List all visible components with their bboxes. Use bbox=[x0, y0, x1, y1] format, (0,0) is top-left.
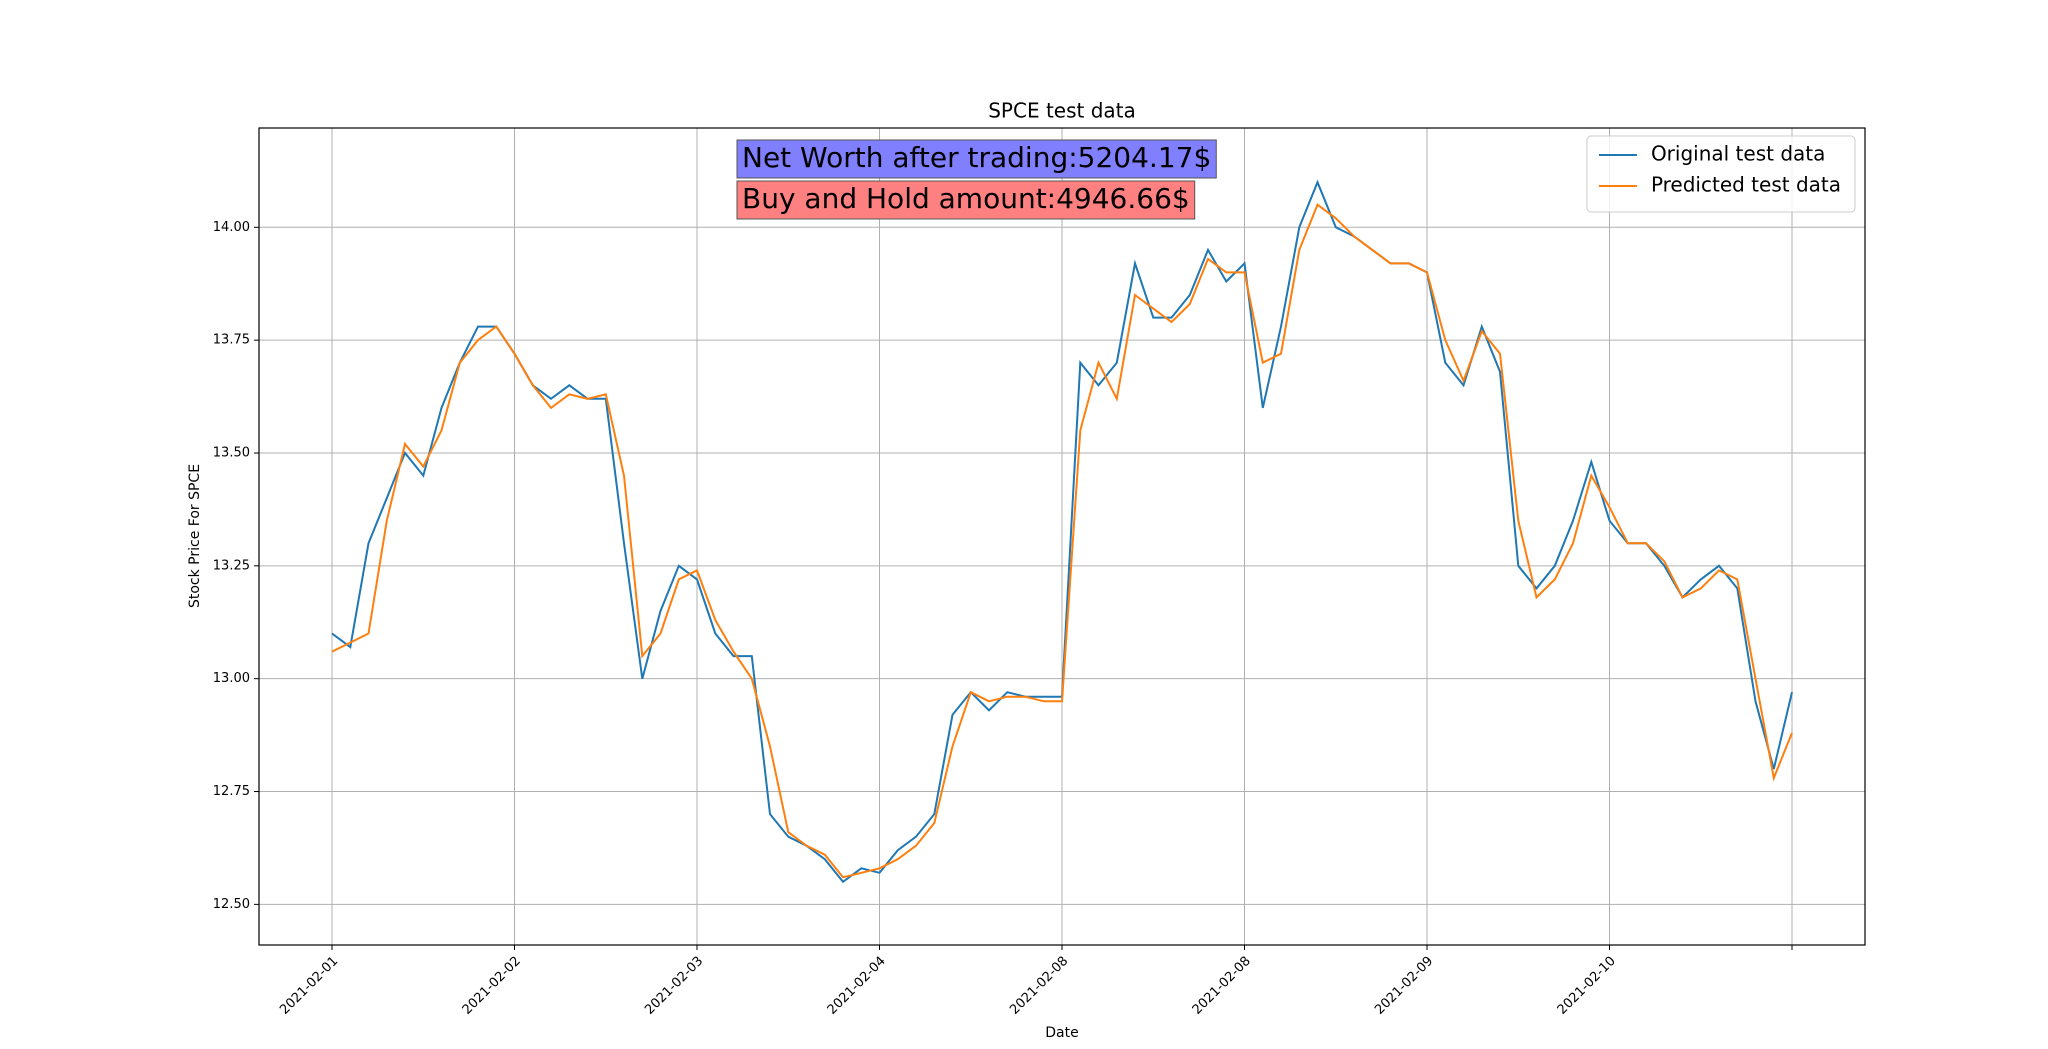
legend-label: Original test data bbox=[1651, 142, 1825, 166]
y-tick-label: 13.25 bbox=[213, 558, 250, 573]
plot-frame bbox=[258, 127, 1866, 946]
y-tick-label: 12.75 bbox=[213, 784, 250, 799]
annotation-text: Buy and Hold amount:4946.66$ bbox=[742, 182, 1190, 215]
series-line bbox=[331, 203, 1793, 879]
y-axis-label: Stock Price For SPCE bbox=[187, 464, 203, 608]
y-tick-label: 13.00 bbox=[213, 671, 250, 686]
annotation-text: Net Worth after trading:5204.17$ bbox=[742, 141, 1211, 174]
chart-title: SPCE test data bbox=[988, 99, 1136, 123]
y-tick-label: 13.75 bbox=[213, 333, 250, 348]
x-axis-label: Date bbox=[1045, 1025, 1078, 1041]
y-tick-label: 12.50 bbox=[213, 897, 250, 912]
y-tick-label: 14.00 bbox=[213, 220, 250, 235]
annotation: Net Worth after trading:5204.17$ bbox=[736, 139, 1217, 179]
annotation-box bbox=[736, 139, 1217, 179]
y-tick-label: 13.50 bbox=[213, 445, 250, 460]
legend: Original test data Predicted test data bbox=[1586, 135, 1856, 213]
annotation-box bbox=[736, 180, 1196, 220]
annotation: Buy and Hold amount:4946.66$ bbox=[736, 180, 1196, 220]
legend-box bbox=[1586, 135, 1856, 213]
legend-label: Predicted test data bbox=[1651, 173, 1841, 197]
